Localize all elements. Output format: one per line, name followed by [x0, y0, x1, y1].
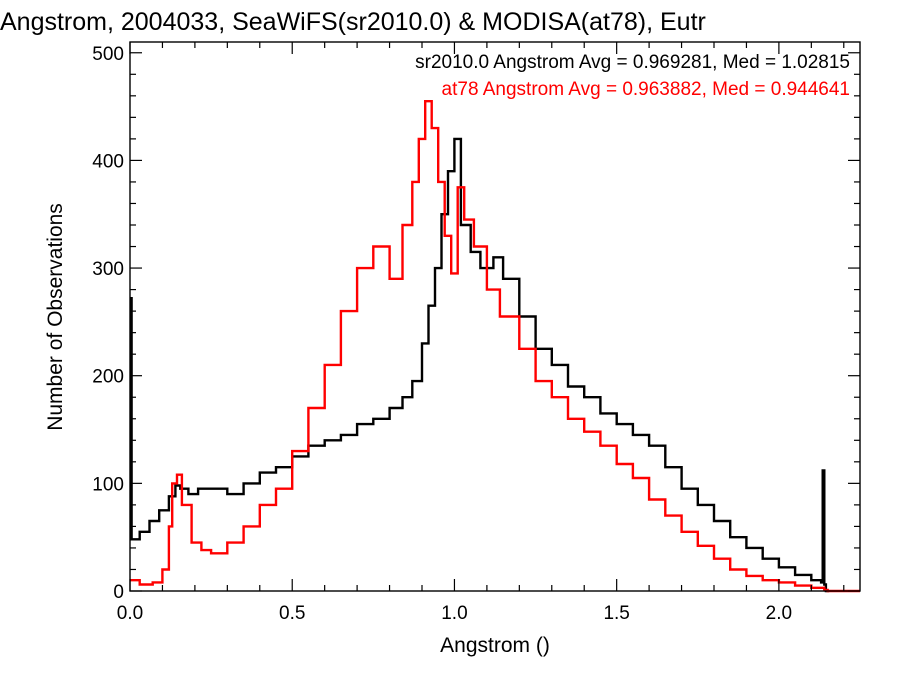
x-tick-label: 0.0	[117, 603, 143, 624]
x-tick-label: 2.0	[766, 603, 792, 624]
x-axis-label: Angstrom ()	[440, 634, 550, 657]
legend-entry-sr2010: sr2010.0 Angstrom Avg = 0.969281, Med = …	[415, 52, 850, 73]
series-line-1	[130, 100, 860, 593]
x-tick-label: 1.0	[441, 603, 467, 624]
y-axis-label: Number of Observations	[44, 203, 67, 431]
y-tick-label: 300	[92, 259, 124, 280]
y-tick-label: 400	[92, 151, 124, 172]
series-line-0	[130, 137, 830, 593]
x-tick-label: 1.5	[603, 603, 629, 624]
series-layer	[130, 100, 860, 593]
y-tick-label: 100	[92, 474, 124, 495]
axis-ticks: 0.0 0.5 1.0 1.5 2.0 0 100 200 300 400 500	[92, 42, 860, 624]
x-tick-label: 0.5	[279, 603, 305, 624]
y-tick-label: 0	[113, 582, 124, 603]
y-tick-label: 200	[92, 367, 124, 388]
y-tick-label: 500	[92, 44, 124, 65]
legend-entry-at78: at78 Angstrom Avg = 0.963882, Med = 0.94…	[442, 79, 850, 100]
chart-title: Angstrom, 2004033, SeaWiFS(sr2010.0) & M…	[0, 8, 706, 36]
plot-area: 0.0 0.5 1.0 1.5 2.0 0 100 200 300 400 500	[92, 41, 861, 624]
plot-frame	[129, 41, 861, 592]
